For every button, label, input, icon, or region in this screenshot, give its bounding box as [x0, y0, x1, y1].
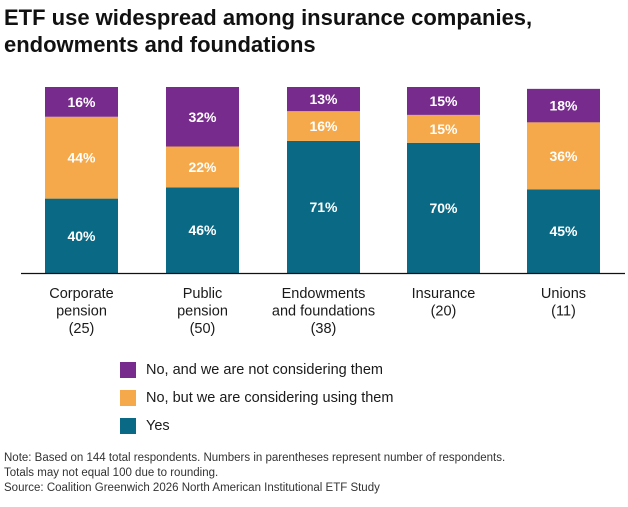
chart-title: ETF use widespread among insurance compa…: [4, 4, 624, 58]
bar-considering-1: [166, 146, 239, 188]
bar-not-considering-0: [45, 87, 118, 117]
data-label-not-considering-2: 13%: [309, 91, 338, 107]
bar-group-1: 46% 22% 32%: [166, 87, 239, 273]
source-line: Source: Coalition Greenwich 2026 North A…: [4, 482, 380, 494]
bar-not-considering-2: [287, 87, 360, 112]
bar-not-considering-1: [166, 87, 239, 147]
bar-group-4: 45% 36% 18%: [527, 88, 600, 273]
data-label-yes-0: 40%: [67, 228, 96, 244]
category-label-1: Public pension (50): [177, 286, 228, 337]
bar-considering-3: [407, 114, 480, 143]
bar-yes-1: [166, 187, 239, 273]
category-label-3: Insurance (20): [412, 286, 476, 320]
legend-swatch-not-considering: [120, 362, 136, 378]
legend-item-yes: Yes: [120, 412, 393, 440]
legend-swatch-yes: [120, 418, 136, 434]
data-label-considering-2: 16%: [309, 118, 338, 134]
footnote-line-1: Note: Based on 144 total respondents. Nu…: [4, 452, 506, 464]
bar-yes-0: [45, 198, 118, 273]
stacked-bar-chart: 40% 44% 16% Corporate pension (25) 46% 22% 32% Pu…: [21, 87, 625, 337]
data-label-not-considering-4: 18%: [549, 98, 578, 114]
category-label-2: Endowments and foundations (38): [272, 286, 375, 337]
data-label-considering-3: 15%: [429, 121, 458, 137]
bar-considering-2: [287, 111, 360, 141]
data-label-yes-1: 46%: [188, 222, 217, 238]
bar-yes-2: [287, 140, 360, 273]
bar-not-considering-3: [407, 87, 480, 115]
data-label-not-considering-0: 16%: [67, 94, 96, 110]
legend-label-yes: Yes: [146, 418, 170, 434]
data-label-yes-3: 70%: [429, 200, 458, 216]
data-label-yes-4: 45%: [549, 223, 578, 239]
bar-not-considering-4: [527, 88, 600, 123]
bar-considering-4: [527, 122, 600, 190]
bar-group-2: 71% 16% 13%: [287, 87, 360, 273]
data-label-not-considering-1: 32%: [188, 109, 217, 125]
bar-yes-4: [527, 189, 600, 273]
footnote: Note: Based on 144 total respondents. Nu…: [4, 451, 624, 496]
data-label-considering-4: 36%: [549, 148, 578, 164]
legend-label-not-considering: No, and we are not considering them: [146, 362, 383, 378]
data-label-considering-0: 44%: [67, 150, 96, 166]
bar-group-3: 70% 15% 15%: [407, 87, 480, 273]
category-label-4: Unions (11): [541, 286, 586, 320]
bar-yes-3: [407, 142, 480, 273]
data-label-considering-1: 22%: [188, 159, 217, 175]
legend-item-considering: No, but we are considering using them: [120, 384, 393, 412]
data-label-not-considering-3: 15%: [429, 93, 458, 109]
footnote-line-2: Totals may not equal 100 due to rounding…: [4, 467, 219, 479]
legend-label-considering: No, but we are considering using them: [146, 390, 394, 406]
data-label-yes-2: 71%: [309, 199, 338, 215]
category-label-0: Corporate pension (25): [49, 286, 113, 337]
bar-considering-0: [45, 116, 118, 199]
chart-title-line-2: endowments and foundations: [4, 32, 316, 57]
bar-group-0: 40% 44% 16%: [45, 87, 118, 273]
legend-item-not-considering: No, and we are not considering them: [120, 356, 393, 384]
legend: No, and we are not considering them No, …: [120, 356, 393, 440]
chart-title-line-1: ETF use widespread among insurance compa…: [4, 5, 533, 30]
legend-swatch-considering: [120, 390, 136, 406]
